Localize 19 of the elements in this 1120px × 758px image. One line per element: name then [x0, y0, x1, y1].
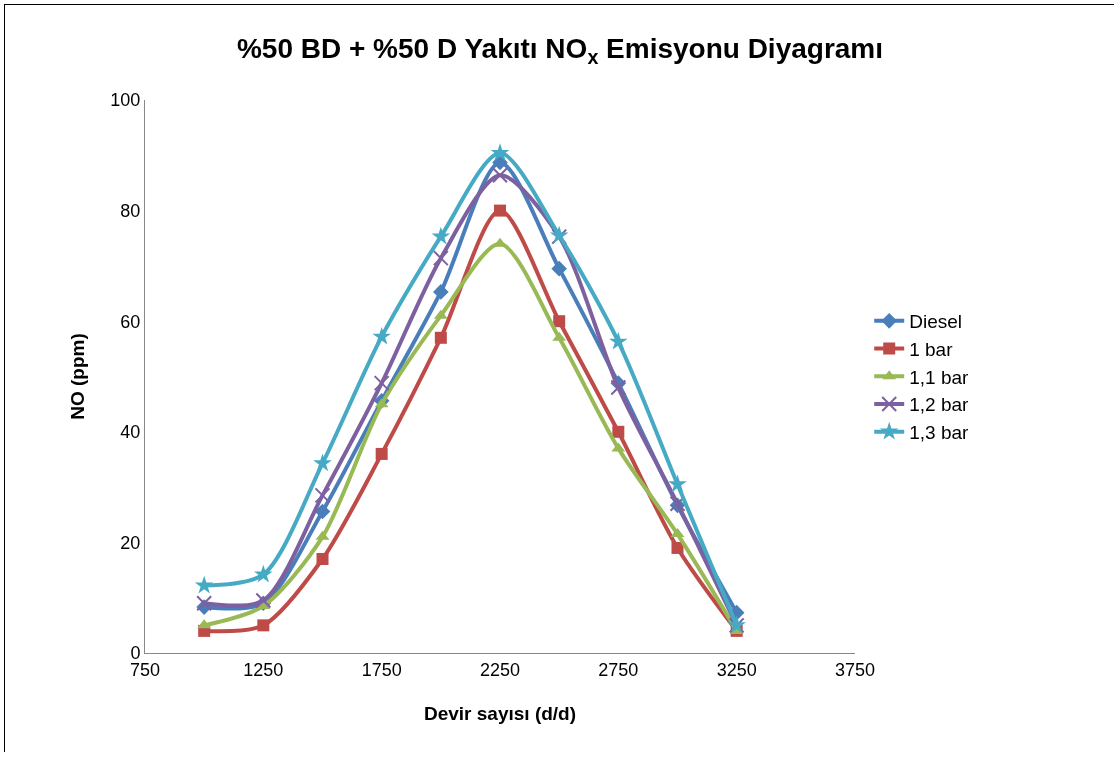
x-tick-label: 2750 — [598, 659, 639, 680]
y-tick-label: 60 — [120, 311, 141, 332]
y-axis-title: NO (ppm) — [67, 333, 89, 420]
legend-label: 1,1 bar — [909, 366, 970, 388]
y-tick-label: 20 — [120, 532, 141, 553]
x-tick-label: 1750 — [361, 659, 402, 680]
y-tick-label: 100 — [110, 90, 141, 111]
y-tick-label: 40 — [120, 422, 141, 443]
legend-label: 1,3 bar — [909, 422, 970, 444]
legend-label: 1 bar — [909, 338, 954, 360]
x-tick-label: 2250 — [479, 659, 521, 680]
legend-label: 1,2 bar — [909, 394, 970, 416]
x-tick-label: 1250 — [243, 659, 284, 680]
x-axis-title: Devir sayısı (d/d) — [423, 703, 577, 724]
y-tick-label: 80 — [120, 200, 141, 221]
x-tick-label: 3750 — [834, 659, 876, 680]
legend-label: Diesel — [909, 311, 963, 333]
x-tick-label: 3250 — [716, 659, 757, 680]
chart-title: %50 BD + %50 D Yakıtı NO$_{x}$ Emisyonu Diyagramı — [236, 33, 884, 69]
